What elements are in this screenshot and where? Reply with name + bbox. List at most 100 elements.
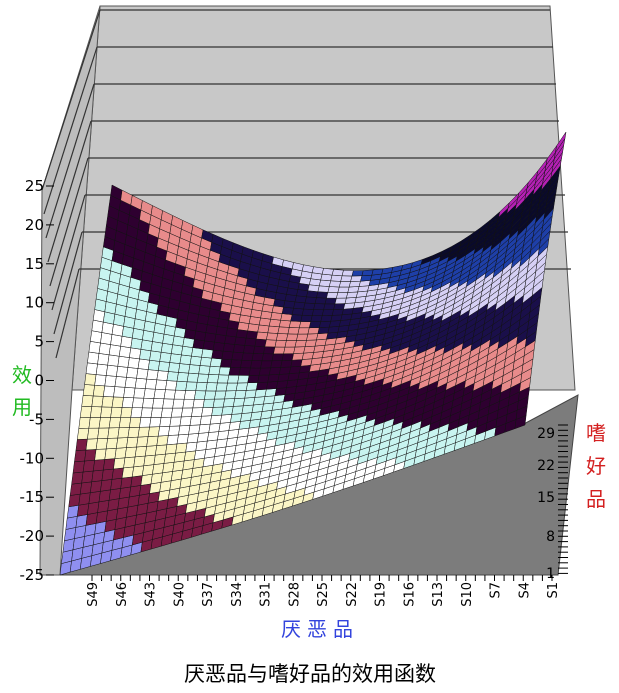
x-tick-label: S10 [460,582,475,607]
surface-cell [134,377,147,389]
surface-cell [108,344,121,357]
y-tick-label: 1 [546,566,555,582]
surface-cell [230,413,243,423]
y-axis-ticks: 29 22 15 8 1 [537,424,568,582]
surface-cell [314,338,327,347]
surface-cell [156,370,169,381]
surface-cell [244,389,257,399]
surface-cell [321,268,334,276]
surface-cell [146,369,159,381]
surface-cell [149,417,162,428]
surface-cell [221,350,234,360]
surface-cell [191,407,204,417]
surface-cell [291,307,304,316]
surface-cell [194,390,207,400]
surface-cell [108,417,121,429]
surface-cell [121,466,134,479]
surface-cell [98,417,111,429]
surface-cell [253,345,266,354]
surface-cell [111,396,124,408]
y-tick-label: 15 [537,490,555,506]
surface-cell [153,453,166,465]
surface-cell [208,423,221,433]
surface-cell [136,436,149,448]
surface-cell [144,445,158,457]
surface-cell [160,407,173,418]
surface-cell [149,350,162,362]
surface-cell [137,426,150,438]
surface-cell [134,446,147,458]
z-tick-label: -15 [20,488,45,506]
surface-cell [92,384,106,397]
surface-cell [280,359,293,368]
surface-cell [215,382,228,392]
surface-cell [217,430,230,441]
surface-cell [150,407,163,418]
x-tick-label: S7 [489,582,504,599]
surface-cell [251,353,264,362]
surface-cell [243,345,256,354]
surface-cell [193,449,207,460]
surface-cell [159,416,172,427]
surface-cell [163,389,176,400]
surface-cell [224,390,237,400]
surface-cell [224,335,237,345]
left-wall [39,5,101,576]
surface-cell [263,346,276,355]
surface-cell [271,353,284,362]
surface-cell [116,437,129,449]
side-gridline [45,83,95,239]
surface-cell [212,341,225,352]
surface-cell [310,315,323,322]
surface-cell [198,365,211,375]
surface-cell [337,286,350,293]
surface-cell [145,378,158,390]
surface-cell [237,375,250,384]
surface-cell [240,359,253,369]
surface-cell [283,346,296,355]
surface-cell [103,385,116,398]
side-gridline [53,231,83,335]
surface-cell [188,364,201,375]
x-tick-label: S1 [546,582,561,599]
surface-cell [361,269,374,277]
surface-cell [137,358,150,370]
surface-cell [347,286,360,293]
surface-cell [98,342,111,356]
surface-cell [245,382,259,391]
surface-cell [228,421,241,431]
surface-cell [333,303,346,310]
surface-cell [202,398,215,408]
x-tick-label: S43 [144,582,159,607]
surface-cell [169,416,182,427]
surface-cell [97,500,110,513]
surface-cell [152,463,165,475]
surface-cell [118,417,132,428]
surface-cell [113,457,126,470]
surface-cell [276,380,289,389]
surface-cell [244,337,257,347]
surface-cell [242,397,256,407]
z-tick-label: 10 [25,294,44,312]
surface-cell [85,438,98,451]
surface-cell [268,367,282,376]
surface-cell [107,427,120,439]
surface-cell [336,292,349,299]
surface-cell [323,303,336,311]
surface-cell [208,365,221,376]
surface-cell [327,286,340,293]
surface-cell [264,339,277,348]
surface-cell [91,469,104,483]
surface-cell [209,414,222,425]
surface-cell [176,372,189,383]
surface-cell [202,340,215,351]
surface-cell [218,422,231,432]
surface-cell [114,376,127,388]
surface-cell [268,318,282,328]
surface-cell [100,406,113,418]
surface-cell [129,347,142,360]
surface-cell [168,425,181,436]
surface-cell [247,374,260,384]
surface-cell [288,320,302,329]
surface-cell [288,365,302,374]
